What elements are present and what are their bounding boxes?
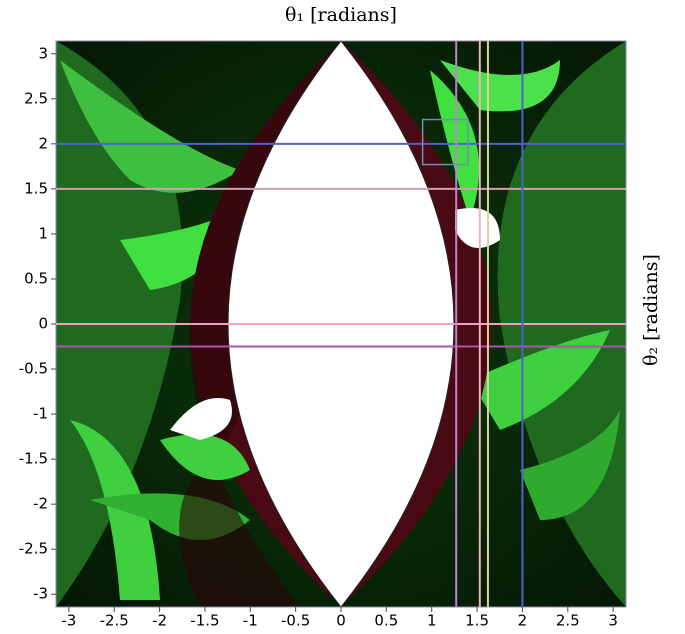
chart: θ₁ [radians] θ₂ [radians] -3 -2.5 -2 -1.5 -1… <box>0 0 685 630</box>
y-tick-label: -3 <box>33 585 48 603</box>
x-tick-label: 1 <box>427 612 437 630</box>
x-tick-label: 2 <box>518 612 528 630</box>
y-tick-label: 2.5 <box>24 89 48 107</box>
x-tick-label: -0.5 <box>281 612 310 630</box>
y-tick-label: -2.5 <box>19 540 48 558</box>
x-tick-label: 0 <box>336 612 346 630</box>
chart-title: θ₁ [radians] <box>285 4 397 26</box>
y-tick-label: 1 <box>38 224 48 242</box>
x-tick-label: 3 <box>608 612 618 630</box>
x-tick-label: -1 <box>243 612 258 630</box>
y-tick-label: 3 <box>38 44 48 62</box>
y-tick-label: -2 <box>33 495 48 513</box>
x-tick-label: 2.5 <box>556 612 580 630</box>
y-axis-label: θ₂ [radians] <box>640 254 662 366</box>
x-tick-label: 0.5 <box>374 612 398 630</box>
x-tick-label: 1.5 <box>465 612 489 630</box>
x-tick-label: -1.5 <box>190 612 219 630</box>
x-tick-label: -3 <box>61 612 76 630</box>
y-tick-label: 1.5 <box>24 179 48 197</box>
y-tick-label: -1 <box>33 405 48 423</box>
y-tick-label: 2 <box>38 134 48 152</box>
x-tick-label: -2 <box>152 612 167 630</box>
x-tick-label: -2.5 <box>100 612 129 630</box>
y-tick-label: 0.5 <box>24 269 48 287</box>
y-tick-label: -0.5 <box>19 360 48 378</box>
y-tick-label: -1.5 <box>19 450 48 468</box>
y-tick-label: 0 <box>38 315 48 333</box>
